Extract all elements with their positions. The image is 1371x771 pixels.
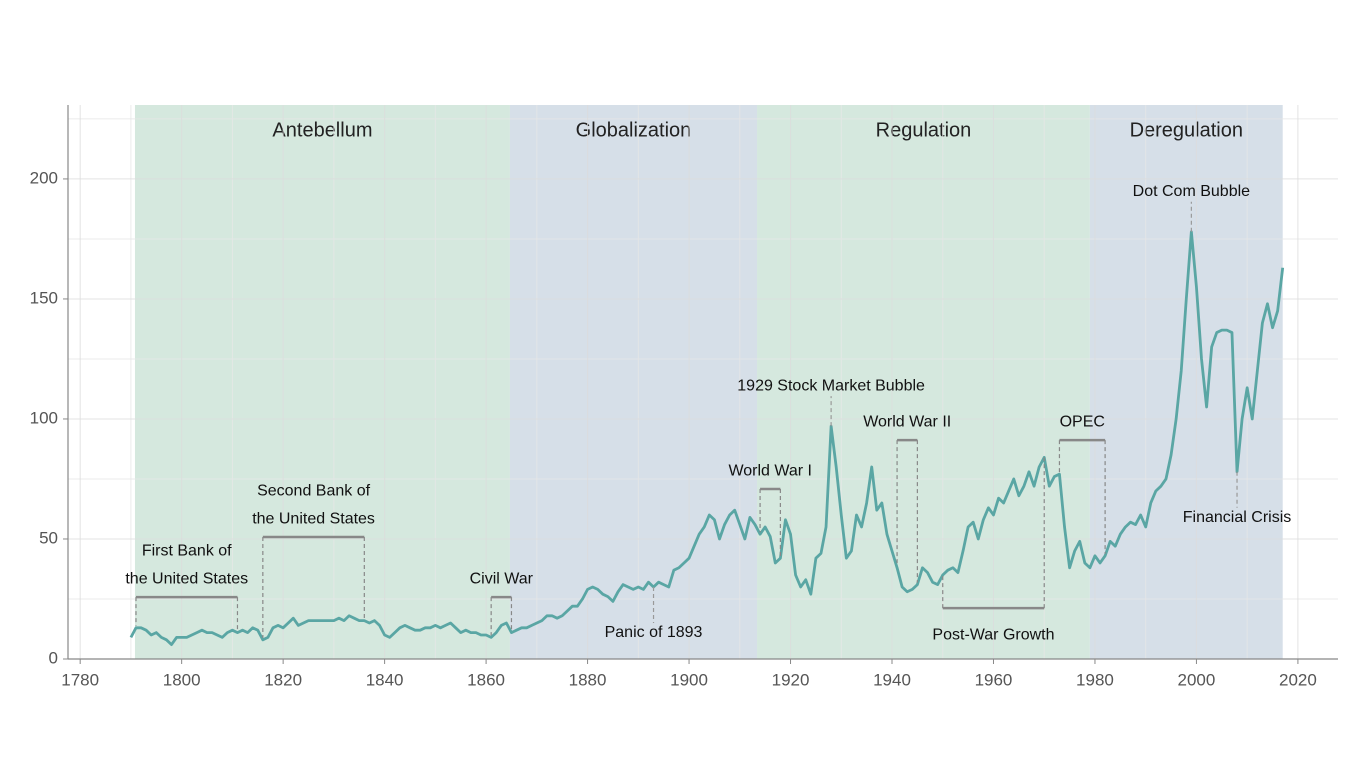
x-tick-label: 1800: [163, 670, 201, 689]
x-tick-label: 1960: [975, 670, 1013, 689]
annotation-label: Post-War Growth: [932, 626, 1054, 643]
x-tick-label: 1880: [569, 670, 607, 689]
annotation-label: the United States: [125, 570, 248, 587]
y-tick-label: 150: [30, 288, 58, 307]
annotation-label: Civil War: [470, 570, 534, 587]
series-line: [129, 230, 1285, 646]
y-tick-label: 100: [30, 408, 58, 427]
plot: [129, 230, 1285, 646]
x-tick-label: 1980: [1076, 670, 1114, 689]
x-tick-label: 1780: [61, 670, 99, 689]
annotation-label: Panic of 1893: [605, 624, 703, 641]
x-tick-label: 1920: [772, 670, 810, 689]
annotation-label: World War II: [863, 413, 951, 430]
annotation-label: 1929 Stock Market Bubble: [737, 377, 925, 394]
period-label: Antebellum: [272, 119, 372, 141]
x-tick-label: 1840: [366, 670, 404, 689]
y-tick-label: 50: [39, 528, 58, 547]
period-label: Deregulation: [1130, 119, 1243, 141]
x-tick-label: 2020: [1279, 670, 1317, 689]
x-tick-label: 1820: [264, 670, 302, 689]
y-tick-label: 200: [30, 168, 58, 187]
x-tick-label: 1900: [670, 670, 708, 689]
annotations: First Bank of the United States Second Ban…: [125, 183, 1291, 643]
period-band: [509, 105, 758, 659]
period-bands: Antebellum Globalization Regulation Deregul…: [134, 105, 1283, 659]
annotation-label: First Bank of: [142, 542, 232, 559]
period-band: [757, 105, 1090, 659]
annotation-label: Second Bank of: [257, 482, 371, 499]
x-tick-label: 1860: [467, 670, 505, 689]
period-band: [1089, 105, 1283, 659]
x-tick-label: 2000: [1178, 670, 1216, 689]
annotation-label: Financial Crisis: [1183, 509, 1291, 526]
annotation-label: OPEC: [1060, 413, 1105, 430]
period-label: Globalization: [576, 119, 692, 141]
grid: 1780 1800 1820 1840 1860 1880 1900 1920 1940 1960…: [30, 105, 1338, 689]
annotation-label: Dot Com Bubble: [1133, 183, 1250, 200]
annotation-label: World War I: [728, 462, 812, 479]
period-label: Regulation: [876, 119, 972, 141]
annotation-label: the United States: [252, 510, 375, 527]
x-tick-label: 1940: [873, 670, 911, 689]
y-tick-label: 0: [49, 648, 58, 667]
period-band: [134, 105, 510, 659]
